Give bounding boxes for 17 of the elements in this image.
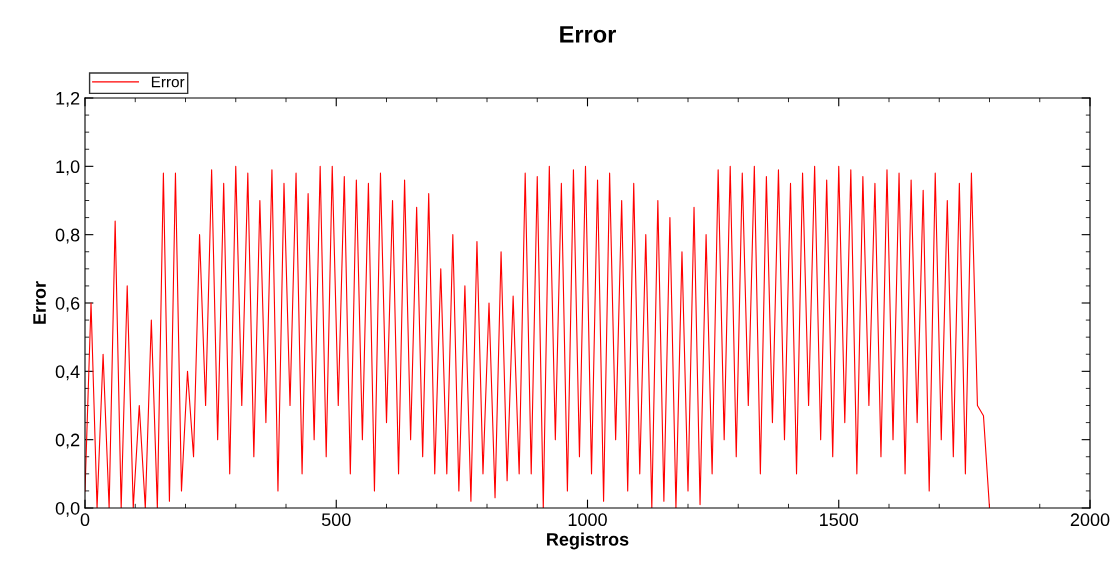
- x-tick-label: 2000: [1070, 513, 1110, 527]
- y-tick-label: 0,0: [55, 501, 80, 517]
- line-series: [85, 165, 991, 508]
- x-tick-label: 0: [80, 513, 90, 527]
- x-tick-label: 500: [321, 513, 351, 527]
- y-tick-label: 0,2: [55, 433, 80, 449]
- y-tick-label: 0,4: [55, 365, 80, 381]
- y-tick-label: 0,8: [55, 228, 80, 244]
- y-tick-label: 0,6: [55, 296, 80, 312]
- y-tick-label: 1,0: [56, 160, 80, 176]
- x-axis-title: Registros: [547, 532, 629, 550]
- legend-label: Error: [151, 76, 185, 88]
- y-axis-title: Error: [33, 281, 46, 324]
- x-tick-label: 1000: [568, 513, 607, 527]
- y-tick-label: 1,2: [56, 91, 80, 107]
- chart-title: Error: [560, 26, 617, 43]
- x-tick-label: 1500: [820, 513, 859, 527]
